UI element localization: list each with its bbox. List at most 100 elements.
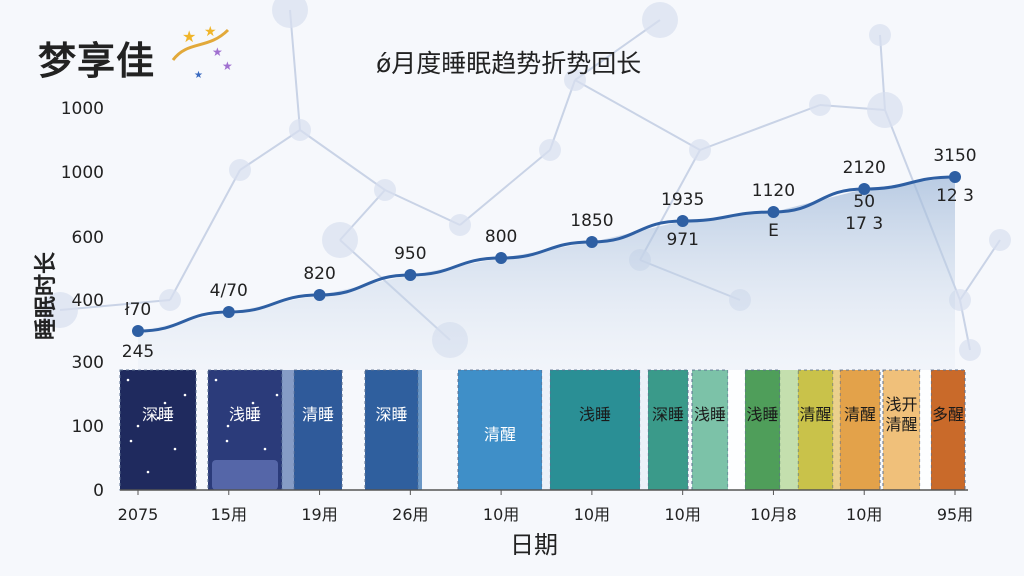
y-tick-label: 600 [72, 228, 104, 248]
network-node [374, 179, 396, 201]
stage-label: 浅睡 [746, 405, 778, 424]
data-point [495, 252, 508, 264]
star-dot [163, 401, 167, 405]
data-labels: ł70 245 4/70 820 950 800 1850 1935 971 1120 Ε 2120 5… [122, 146, 977, 362]
y-tick-label: 100 [72, 417, 104, 437]
data-label-above: ł70 [125, 300, 151, 320]
y-axis-label: 睡眠时长 [34, 251, 59, 340]
stage-label: 浅开 [885, 395, 917, 414]
data-label-below: 50 [853, 192, 875, 212]
data-label-below: 971 [666, 230, 698, 250]
stage-label: 浅睡 [694, 405, 726, 424]
x-tick-label: 2075 [118, 505, 159, 524]
data-point [949, 171, 961, 183]
stage-label: 多醒 [932, 405, 964, 424]
data-label-below: Ε [768, 221, 779, 241]
network-node [322, 222, 358, 258]
star-dot [214, 378, 218, 382]
data-point [858, 183, 871, 195]
stage-block [293, 369, 343, 491]
network-node [229, 159, 251, 181]
star-dot [136, 424, 140, 428]
network-edge [239, 129, 301, 171]
stage-label: 清醒 [844, 405, 876, 424]
data-label-below: 245 [122, 342, 154, 362]
network-node [289, 119, 311, 141]
x-tick-label: 10月8 [750, 505, 797, 524]
stage-block [549, 369, 641, 491]
network-edge [549, 79, 576, 151]
data-point [132, 325, 144, 337]
x-tick-label: 10用 [483, 505, 519, 524]
data-label-above: 800 [485, 227, 517, 247]
stage-label: 浅睡 [229, 405, 261, 424]
network-edge [574, 79, 701, 151]
stage-label: 深睡 [142, 405, 174, 424]
network-node [959, 339, 981, 361]
y-tick-label: 1000 [61, 99, 104, 119]
network-node [867, 92, 903, 128]
x-tick-label: 95用 [937, 505, 973, 524]
network-node [564, 69, 586, 91]
x-tick-label: 10用 [846, 505, 882, 524]
area-path [138, 177, 955, 370]
network-edge [59, 299, 171, 311]
stage-block [647, 369, 689, 491]
network-node [689, 139, 711, 161]
data-label-above: 2120 [843, 158, 886, 178]
x-tick-label: 10用 [664, 505, 700, 524]
network-edge [384, 189, 461, 226]
network-edge [299, 129, 386, 191]
data-point [313, 289, 326, 301]
stage-block [119, 369, 197, 491]
star-dot [156, 416, 160, 420]
svg-text:★: ★ [222, 59, 233, 73]
stage-label: 深睡 [375, 405, 407, 424]
svg-text:★: ★ [194, 70, 203, 80]
data-label-above: 1850 [570, 211, 613, 231]
stage-label: 清醒 [885, 415, 917, 434]
network-edge [959, 239, 1001, 301]
x-tick-label: 19用 [301, 505, 337, 524]
star-dot [129, 439, 133, 443]
stage-filler [728, 370, 745, 490]
y-tick-label: 300 [72, 353, 104, 373]
data-points [132, 171, 961, 337]
data-point [676, 215, 689, 227]
bed-shape [212, 460, 278, 490]
data-label-above: 1120 [752, 181, 795, 201]
network-edge [699, 104, 821, 151]
data-point [767, 206, 780, 218]
network-edge [289, 9, 301, 131]
network-node [539, 139, 561, 161]
stage-block [744, 369, 781, 491]
data-label-above: 820 [303, 264, 335, 284]
stage-block [691, 369, 729, 491]
stage-label: 深睡 [652, 405, 684, 424]
star-dot [173, 447, 177, 451]
stars-icon: ★ ★ ★ ★ ★ [171, 24, 233, 80]
star-dot [251, 401, 255, 405]
svg-text:★: ★ [212, 45, 223, 59]
x-tick-label: 26用 [392, 505, 428, 524]
network-edge [169, 169, 241, 301]
svg-text:★: ★ [204, 24, 217, 40]
stage-filler [418, 370, 422, 490]
network-edge [459, 149, 551, 226]
data-label-above: 1935 [661, 190, 704, 210]
star-dot [250, 416, 254, 420]
stage-filler [780, 370, 798, 490]
network-node [42, 292, 78, 328]
data-label-below: 17 3 [845, 214, 883, 234]
stage-block [364, 369, 419, 491]
stage-block [839, 369, 881, 491]
chart-title: ǿ月度睡眠趋势折势回长 [376, 49, 642, 78]
series-line [137, 175, 956, 333]
data-label-above: 950 [394, 244, 426, 264]
data-label-below: 12 3 [936, 186, 974, 206]
x-axis-label: 日期 [510, 531, 558, 559]
data-label-above: 4/70 [210, 281, 248, 301]
